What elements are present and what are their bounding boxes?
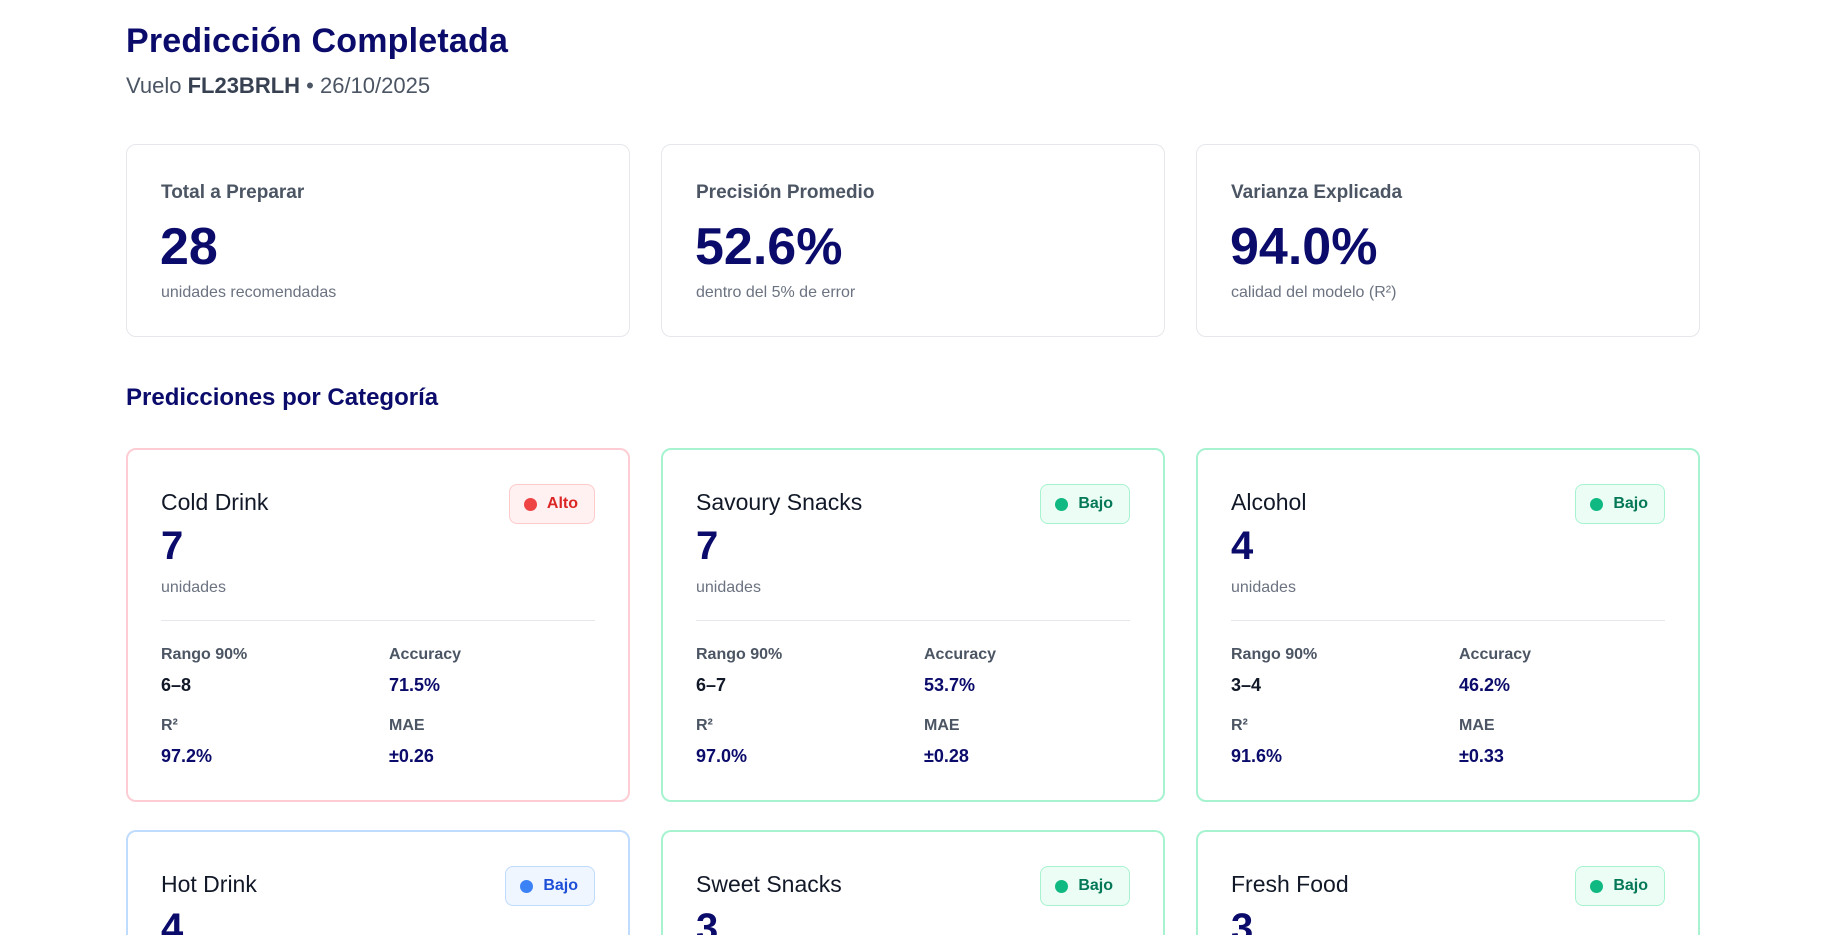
summary-value: 28 (160, 218, 218, 276)
summary-note: dentro del 5% de error (696, 284, 856, 301)
category-value: 4 (161, 906, 184, 935)
r2-label: R² (1231, 717, 1248, 734)
divider (696, 620, 1130, 621)
range-value: 3–4 (1231, 675, 1262, 695)
category-card-savoury-snacks[interactable]: Savoury Snacks Bajo 7 unidades Rango 90%… (661, 448, 1165, 802)
flight-subtitle: Vuelo FL23BRLH • 26/10/2025 (126, 73, 430, 99)
category-value: 3 (1231, 906, 1254, 935)
mae-value: ±0.33 (1459, 746, 1504, 766)
summary-value: 52.6% (695, 218, 843, 276)
category-card-cold-drink[interactable]: Cold Drink Alto 7 unidades Rango 90% 6–8… (126, 448, 630, 802)
range-label: Rango 90% (1231, 646, 1318, 663)
category-name: Sweet Snacks (696, 871, 842, 897)
summary-card-variance: Varianza Explicada 94.0% calidad del mod… (1196, 144, 1700, 337)
accuracy-value: 71.5% (389, 675, 441, 695)
summary-card-precision: Precisión Promedio 52.6% dentro del 5% d… (661, 144, 1165, 337)
flight-date: • 26/10/2025 (300, 73, 431, 98)
status-dot-icon (1590, 879, 1604, 893)
mae-label: MAE (924, 717, 960, 734)
category-value: 3 (696, 906, 719, 935)
r2-value: 91.6% (1231, 746, 1283, 766)
priority-badge: Bajo (1575, 484, 1665, 524)
category-unit: unidades (161, 579, 226, 596)
page-title: Predicción Completada (126, 22, 509, 60)
badge-label: Bajo (1613, 877, 1648, 894)
flight-code: FL23BRLH (187, 73, 301, 98)
priority-badge: Bajo (1040, 866, 1130, 906)
mae-value: ±0.28 (924, 746, 969, 766)
category-unit: unidades (1231, 579, 1296, 596)
category-name: Cold Drink (161, 489, 269, 515)
r2-label: R² (696, 717, 713, 734)
priority-badge: Bajo (1575, 866, 1665, 906)
category-card-hot-drink[interactable]: Hot Drink Bajo 4 (126, 830, 630, 935)
category-name: Alcohol (1231, 489, 1307, 515)
accuracy-label: Accuracy (924, 646, 997, 663)
badge-label: Bajo (1078, 495, 1113, 512)
category-value: 7 (696, 524, 719, 568)
category-card-alcohol[interactable]: Alcohol Bajo 4 unidades Rango 90% 3–4 Ac… (1196, 448, 1700, 802)
summary-label: Precisión Promedio (696, 182, 875, 203)
status-dot-icon (523, 497, 537, 511)
accuracy-label: Accuracy (1459, 646, 1532, 663)
divider (161, 620, 595, 621)
category-card-fresh-food[interactable]: Fresh Food Bajo 3 (1196, 830, 1700, 935)
priority-badge: Bajo (1040, 484, 1130, 524)
badge-label: Bajo (543, 877, 578, 894)
section-title: Predicciones por Categoría (126, 384, 439, 411)
status-dot-icon (1055, 497, 1069, 511)
mae-label: MAE (389, 717, 425, 734)
summary-note: unidades recomendadas (161, 284, 337, 301)
divider (1231, 620, 1665, 621)
summary-label: Total a Preparar (161, 182, 305, 203)
priority-badge: Alto (508, 484, 595, 524)
badge-label: Alto (546, 495, 578, 512)
accuracy-value: 46.2% (1459, 675, 1511, 695)
status-dot-icon (1590, 497, 1604, 511)
summary-note: calidad del modelo (R²) (1231, 284, 1397, 301)
badge-label: Bajo (1078, 877, 1113, 894)
category-value: 4 (1231, 524, 1254, 568)
range-value: 6–8 (161, 675, 192, 695)
range-label: Rango 90% (696, 646, 783, 663)
range-value: 6–7 (696, 675, 727, 695)
r2-value: 97.2% (161, 746, 213, 766)
r2-label: R² (161, 717, 178, 734)
priority-badge: Bajo (505, 866, 595, 906)
category-unit: unidades (696, 579, 761, 596)
summary-label: Varianza Explicada (1231, 182, 1403, 203)
status-dot-icon (520, 879, 534, 893)
badge-label: Bajo (1613, 495, 1648, 512)
range-label: Rango 90% (161, 646, 248, 663)
category-name: Savoury Snacks (696, 489, 863, 515)
mae-value: ±0.26 (389, 746, 434, 766)
accuracy-label: Accuracy (389, 646, 462, 663)
summary-card-total: Total a Preparar 28 unidades recomendada… (126, 144, 630, 337)
category-card-sweet-snacks[interactable]: Sweet Snacks Bajo 3 (661, 830, 1165, 935)
status-dot-icon (1055, 879, 1069, 893)
accuracy-value: 53.7% (924, 675, 976, 695)
category-value: 7 (161, 524, 184, 568)
category-name: Hot Drink (161, 871, 257, 897)
subtitle-prefix: Vuelo (126, 73, 188, 98)
category-name: Fresh Food (1231, 871, 1349, 897)
summary-value: 94.0% (1230, 218, 1378, 276)
r2-value: 97.0% (696, 746, 748, 766)
mae-label: MAE (1459, 717, 1495, 734)
